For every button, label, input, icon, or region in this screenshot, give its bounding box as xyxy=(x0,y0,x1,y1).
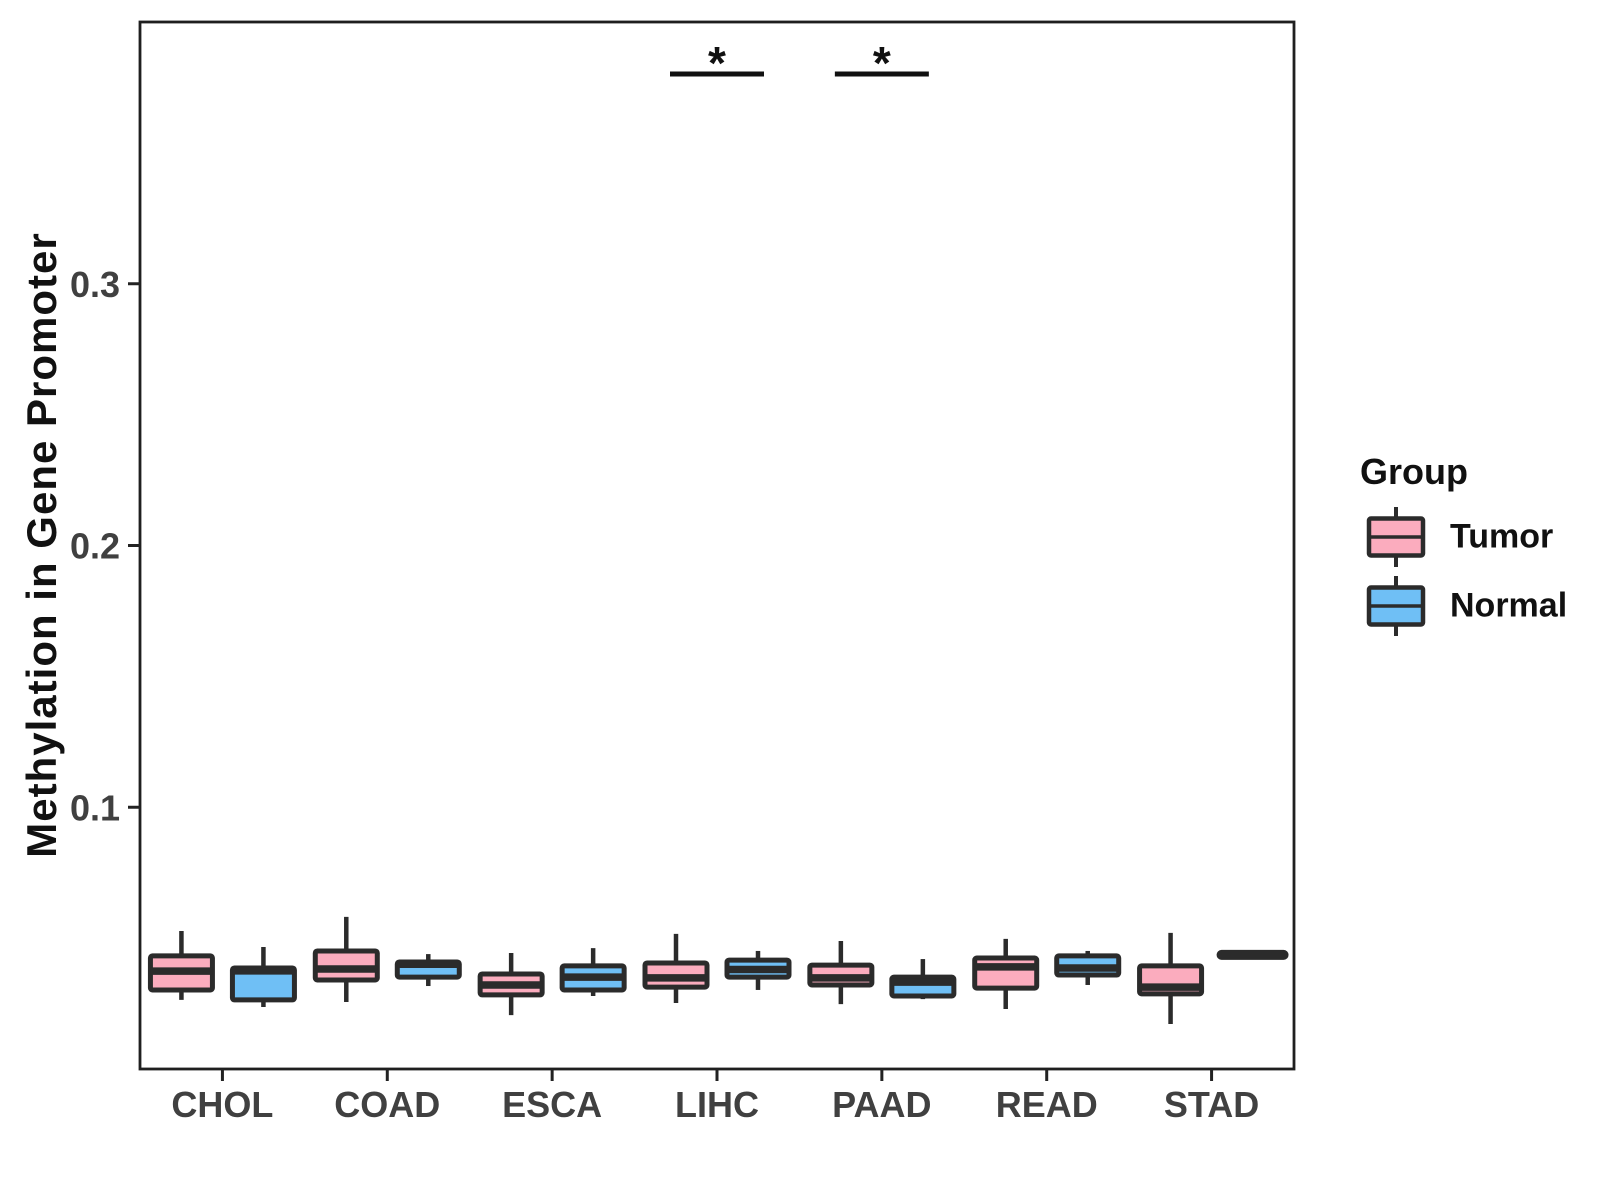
legend-title: Group xyxy=(1360,451,1468,492)
x-tick-label-stad: STAD xyxy=(1164,1084,1259,1125)
x-tick-label-coad: COAD xyxy=(334,1084,440,1125)
x-tick-label-esca: ESCA xyxy=(502,1084,602,1125)
plot-panel xyxy=(138,20,1296,1071)
legend-label-normal: Normal xyxy=(1450,586,1568,625)
sig-star-paad: * xyxy=(873,37,891,89)
x-tick-label-lihc: LIHC xyxy=(675,1084,759,1125)
y-axis-title: Methylation in Gene Promoter xyxy=(18,232,65,858)
y-tick-label: 0.3 xyxy=(70,264,120,305)
box-read-tumor xyxy=(972,955,1040,991)
x-tick-label-paad: PAAD xyxy=(832,1084,931,1125)
legend-label-tumor: Tumor xyxy=(1450,517,1554,556)
y-tick-label: 0.2 xyxy=(70,526,120,567)
sig-star-lihc: * xyxy=(708,37,726,89)
y-tick-label: 0.1 xyxy=(70,787,120,828)
x-tick-label-read: READ xyxy=(996,1084,1098,1125)
x-tick-label-chol: CHOL xyxy=(171,1084,273,1125)
